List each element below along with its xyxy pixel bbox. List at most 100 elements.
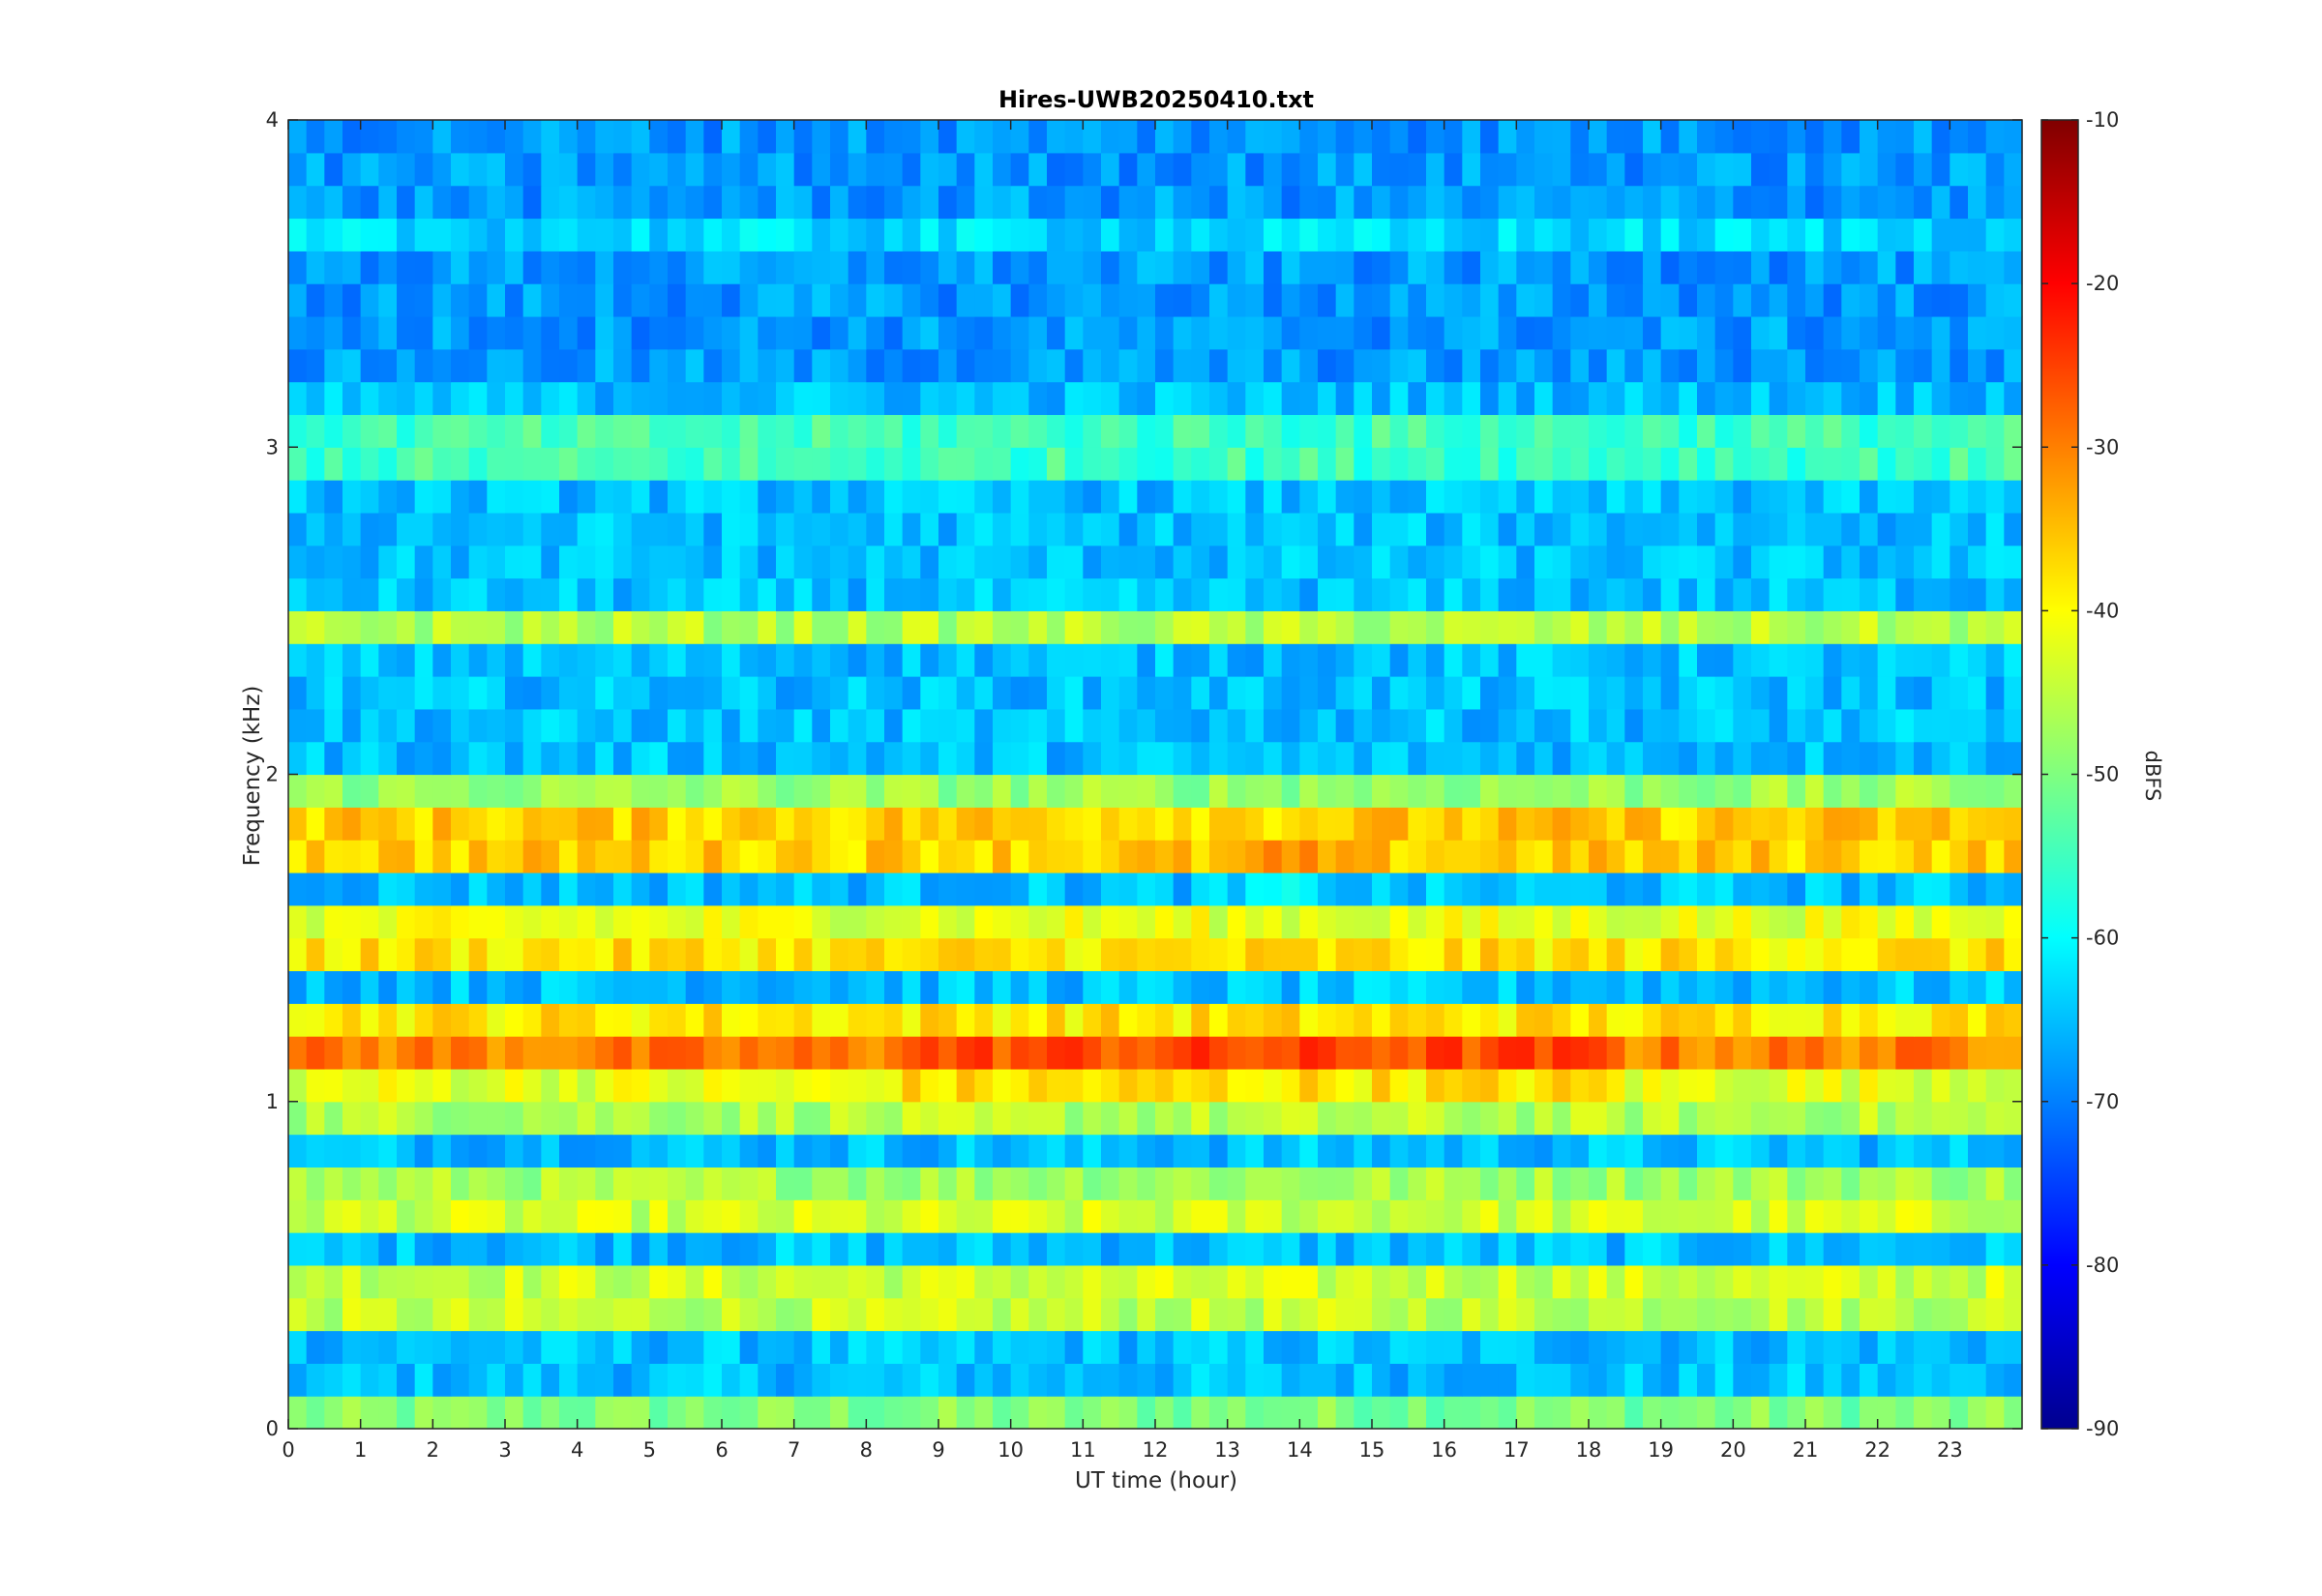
heatmap-cell xyxy=(1679,741,1698,776)
heatmap-cell xyxy=(1697,774,1716,808)
heatmap-cell xyxy=(1299,1036,1319,1070)
heatmap-cell xyxy=(1552,381,1571,416)
heatmap-cell xyxy=(830,447,849,481)
heatmap-cell xyxy=(595,512,614,547)
heatmap-cell xyxy=(920,447,939,481)
heatmap-cell xyxy=(1173,741,1192,776)
heatmap-cell xyxy=(830,872,849,906)
heatmap-cell xyxy=(1444,152,1463,187)
heatmap-cell xyxy=(1985,512,2005,547)
heatmap-cell xyxy=(1480,708,1500,743)
heatmap-cell xyxy=(920,577,939,611)
heatmap-cell xyxy=(2004,872,2023,906)
heatmap-cell xyxy=(559,970,579,1004)
heatmap-cell xyxy=(306,1134,325,1167)
heatmap-cell xyxy=(902,414,921,448)
heatmap-cell xyxy=(1354,1264,1373,1299)
heatmap-cell xyxy=(1173,512,1192,547)
heatmap-cell xyxy=(1064,1232,1084,1266)
heatmap-cell xyxy=(1860,1068,1879,1103)
heatmap-cell xyxy=(487,1068,506,1103)
heatmap-cell xyxy=(1841,708,1861,743)
heatmap-cell xyxy=(1028,1232,1048,1266)
heatmap-cell xyxy=(1010,480,1029,514)
heatmap-cell xyxy=(288,545,308,579)
heatmap-cell xyxy=(668,1297,687,1332)
heatmap-cell xyxy=(1589,970,1608,1004)
heatmap-cell xyxy=(487,741,506,776)
heatmap-cell xyxy=(1462,1068,1481,1103)
heatmap-cell xyxy=(956,1068,975,1103)
heatmap-cell xyxy=(468,643,488,677)
heatmap-cell xyxy=(1751,840,1771,873)
heatmap-cell xyxy=(577,185,596,220)
heatmap-cell xyxy=(793,970,813,1004)
heatmap-cell xyxy=(1714,741,1734,776)
heatmap-cell xyxy=(758,152,777,187)
heatmap-cell xyxy=(1931,185,1950,220)
heatmap-cell xyxy=(1769,348,1788,383)
heatmap-cell xyxy=(1047,251,1066,284)
heatmap-cell xyxy=(920,1330,939,1364)
x-tick-label: 17 xyxy=(1503,1438,1530,1462)
heatmap-cell xyxy=(776,1363,795,1397)
heatmap-cell xyxy=(1660,381,1680,416)
heatmap-cell xyxy=(1010,1134,1029,1167)
heatmap-cell xyxy=(703,512,723,547)
heatmap-cell xyxy=(668,1068,687,1103)
heatmap-cell xyxy=(993,1330,1012,1364)
heatmap-cell xyxy=(1679,676,1698,710)
heatmap-cell xyxy=(595,937,614,972)
heatmap-cell xyxy=(397,1068,416,1103)
heatmap-cell xyxy=(1516,315,1535,350)
heatmap-cell xyxy=(1318,904,1337,939)
heatmap-cell xyxy=(505,185,524,220)
heatmap-cell xyxy=(1624,1232,1644,1266)
heatmap-cell xyxy=(1064,1036,1084,1070)
heatmap-cell xyxy=(1444,512,1463,547)
heatmap-cell xyxy=(1660,251,1680,284)
heatmap-cell xyxy=(1372,1232,1391,1266)
heatmap-cell xyxy=(1264,610,1283,644)
heatmap-cell xyxy=(1643,1036,1662,1070)
heatmap-cell xyxy=(668,610,687,644)
heatmap-cell xyxy=(1985,1134,2005,1167)
heatmap-cell xyxy=(1714,1036,1734,1070)
heatmap-cell xyxy=(920,1036,939,1070)
heatmap-cell xyxy=(1083,545,1102,579)
heatmap-cell xyxy=(1318,315,1337,350)
heatmap-cell xyxy=(1841,480,1861,514)
heatmap-cell xyxy=(541,447,560,481)
heatmap-cell xyxy=(522,1101,542,1136)
heatmap-cell xyxy=(1354,1396,1373,1430)
heatmap-cell xyxy=(451,1264,470,1299)
heatmap-cell xyxy=(848,970,867,1004)
heatmap-cell xyxy=(1714,1232,1734,1266)
heatmap-cell xyxy=(1064,904,1084,939)
heatmap-cell xyxy=(1318,1134,1337,1167)
heatmap-cell xyxy=(1860,676,1879,710)
heatmap-cell xyxy=(360,120,379,154)
heatmap-cell xyxy=(758,610,777,644)
heatmap-cell xyxy=(1751,315,1771,350)
heatmap-cell xyxy=(1534,1167,1554,1200)
heatmap-cell xyxy=(306,120,325,154)
heatmap-cell xyxy=(1173,1003,1192,1037)
heatmap-cell xyxy=(613,545,633,579)
heatmap-cell xyxy=(1498,577,1517,611)
heatmap-cell xyxy=(432,120,452,154)
heatmap-cell xyxy=(1950,1363,1969,1397)
heatmap-cell xyxy=(1950,676,1969,710)
heatmap-cell xyxy=(1860,1363,1879,1397)
heatmap-cell xyxy=(776,1396,795,1430)
heatmap-cell xyxy=(397,708,416,743)
heatmap-cell xyxy=(397,1264,416,1299)
heatmap-cell xyxy=(793,545,813,579)
heatmap-cell xyxy=(288,218,308,251)
heatmap-cell xyxy=(1516,1134,1535,1167)
heatmap-cell xyxy=(920,937,939,972)
heatmap-cell xyxy=(812,1330,831,1364)
heatmap-cell xyxy=(1606,381,1625,416)
heatmap-cell xyxy=(938,807,958,841)
